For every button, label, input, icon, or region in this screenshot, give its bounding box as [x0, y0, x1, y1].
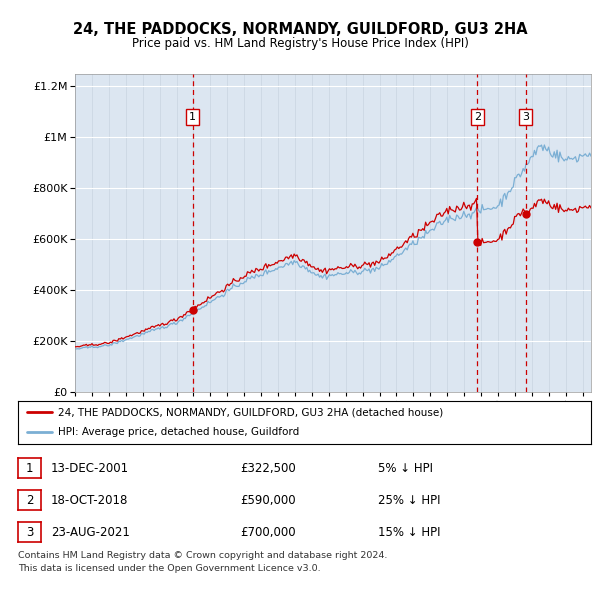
Text: £700,000: £700,000	[240, 526, 296, 539]
Text: 3: 3	[26, 526, 33, 539]
Text: 2: 2	[474, 112, 481, 122]
Text: 15% ↓ HPI: 15% ↓ HPI	[378, 526, 440, 539]
Text: 13-DEC-2001: 13-DEC-2001	[51, 462, 129, 475]
Text: 5% ↓ HPI: 5% ↓ HPI	[378, 462, 433, 475]
Text: Price paid vs. HM Land Registry's House Price Index (HPI): Price paid vs. HM Land Registry's House …	[131, 37, 469, 50]
Text: 18-OCT-2018: 18-OCT-2018	[51, 494, 128, 507]
Text: £590,000: £590,000	[240, 494, 296, 507]
Text: HPI: Average price, detached house, Guildford: HPI: Average price, detached house, Guil…	[58, 427, 299, 437]
Text: 24, THE PADDOCKS, NORMANDY, GUILDFORD, GU3 2HA (detached house): 24, THE PADDOCKS, NORMANDY, GUILDFORD, G…	[58, 407, 443, 417]
Text: Contains HM Land Registry data © Crown copyright and database right 2024.: Contains HM Land Registry data © Crown c…	[18, 551, 388, 560]
Text: 3: 3	[522, 112, 529, 122]
Text: £322,500: £322,500	[240, 462, 296, 475]
Text: 1: 1	[189, 112, 196, 122]
Text: 24, THE PADDOCKS, NORMANDY, GUILDFORD, GU3 2HA: 24, THE PADDOCKS, NORMANDY, GUILDFORD, G…	[73, 22, 527, 37]
Text: 1: 1	[26, 462, 33, 475]
Text: This data is licensed under the Open Government Licence v3.0.: This data is licensed under the Open Gov…	[18, 564, 320, 573]
Text: 25% ↓ HPI: 25% ↓ HPI	[378, 494, 440, 507]
Text: 23-AUG-2021: 23-AUG-2021	[51, 526, 130, 539]
Text: 2: 2	[26, 494, 33, 507]
